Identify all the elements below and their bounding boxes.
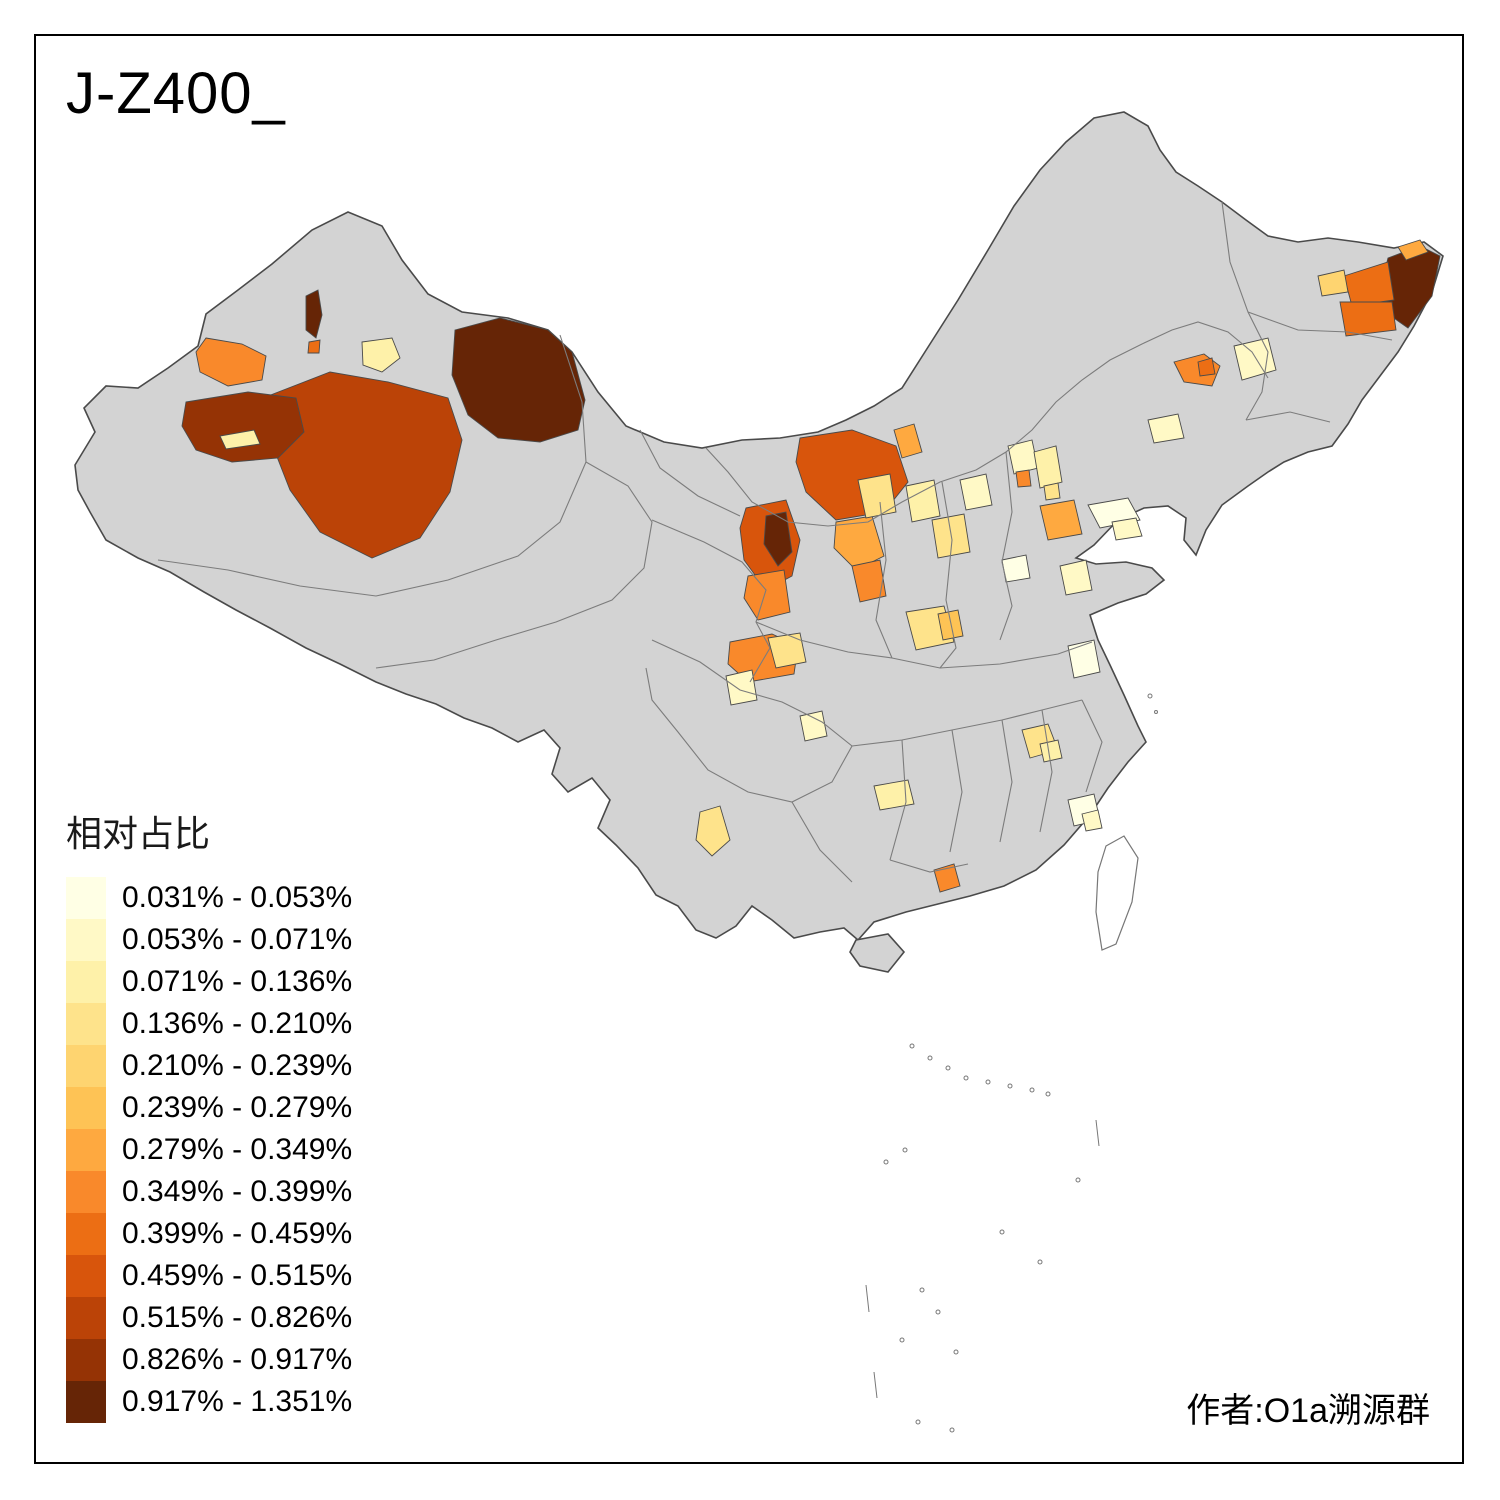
- region-patches: [181, 239, 1441, 893]
- legend-item: 0.917% - 1.351%: [66, 1381, 352, 1423]
- region-patch: [851, 559, 887, 603]
- region-patch: [307, 339, 321, 354]
- legend-item: 0.459% - 0.515%: [66, 1255, 352, 1297]
- legend-item: 0.826% - 0.917%: [66, 1339, 352, 1381]
- legend-label: 0.071% - 0.136%: [122, 965, 353, 998]
- hainan-island: [849, 933, 906, 973]
- legend-label: 0.459% - 0.515%: [122, 1259, 353, 1292]
- legend-swatch: [66, 1129, 106, 1171]
- legend-swatch: [66, 1087, 106, 1129]
- legend-swatch: [66, 919, 106, 961]
- legend-label: 0.917% - 1.351%: [122, 1385, 353, 1418]
- taiwan-island: [1095, 835, 1139, 951]
- page-title: J-Z400_: [66, 61, 286, 126]
- legend-item: 0.071% - 0.136%: [66, 961, 352, 1003]
- region-patch: [873, 779, 915, 811]
- legend-label: 0.399% - 0.459%: [122, 1217, 353, 1250]
- legend-item: 0.210% - 0.239%: [66, 1045, 352, 1087]
- region-patch: [767, 632, 807, 669]
- region-patch: [181, 391, 305, 463]
- legend-label: 0.031% - 0.053%: [122, 881, 353, 914]
- legend-swatch: [66, 1339, 106, 1381]
- legend-item: 0.399% - 0.459%: [66, 1213, 352, 1255]
- legend-swatch: [66, 1381, 106, 1423]
- legend-swatch: [66, 1255, 106, 1297]
- legend-swatch: [66, 1171, 106, 1213]
- region-patch: [1397, 239, 1429, 261]
- legend-swatch: [66, 1213, 106, 1255]
- region-patch: [1039, 739, 1063, 763]
- legend-swatch: [66, 1045, 106, 1087]
- province-borders: [157, 201, 1393, 883]
- legend-item: 0.279% - 0.349%: [66, 1129, 352, 1171]
- region-patch: [1043, 482, 1061, 501]
- attribution: 作者:O1a溯源群: [1186, 1392, 1430, 1430]
- region-patch: [937, 609, 964, 641]
- region-patch: [1007, 439, 1039, 475]
- legend-label: 0.515% - 0.826%: [122, 1301, 353, 1334]
- legend-item: 0.053% - 0.071%: [66, 919, 352, 961]
- region-patch: [743, 569, 791, 621]
- region-patch: [267, 371, 463, 559]
- region-patch: [1197, 357, 1216, 377]
- legend-item: 0.515% - 0.826%: [66, 1297, 352, 1339]
- region-patch: [1015, 469, 1032, 488]
- region-patch: [1059, 559, 1093, 596]
- region-patch: [1081, 809, 1103, 832]
- region-patch: [1039, 499, 1083, 541]
- legend-label: 0.826% - 0.917%: [122, 1343, 353, 1376]
- legend-item: 0.031% - 0.053%: [66, 877, 352, 919]
- region-patch: [959, 473, 993, 511]
- legend-label: 0.279% - 0.349%: [122, 1133, 353, 1166]
- legend-label: 0.136% - 0.210%: [122, 1007, 353, 1040]
- legend-rows: 0.031% - 0.053% 0.053% - 0.071% 0.071% - 0…: [66, 877, 352, 1423]
- region-patch: [1317, 269, 1349, 297]
- legend-item: 0.239% - 0.279%: [66, 1087, 352, 1129]
- region-patch: [933, 863, 961, 893]
- region-patch: [905, 479, 941, 523]
- south-china-sea-islands: [865, 693, 1158, 1433]
- region-patch: [763, 511, 793, 567]
- region-patch: [1111, 517, 1143, 541]
- legend-label: 0.053% - 0.071%: [122, 923, 353, 956]
- legend-swatch: [66, 1003, 106, 1045]
- legend-swatch: [66, 1297, 106, 1339]
- region-patch: [1067, 639, 1101, 679]
- region-patch: [695, 805, 731, 857]
- region-patch: [1033, 445, 1063, 489]
- region-patch: [219, 429, 261, 450]
- region-patch: [799, 710, 828, 742]
- region-patch: [1147, 413, 1185, 444]
- region-patch: [1343, 261, 1395, 307]
- region-patch: [1001, 554, 1031, 583]
- legend-label: 0.210% - 0.239%: [122, 1049, 353, 1082]
- region-patch: [451, 317, 586, 443]
- region-patch: [725, 669, 758, 706]
- region-patch: [857, 473, 897, 519]
- legend: 相对占比 0.031% - 0.053% 0.053% - 0.071% 0.071…: [66, 805, 352, 1423]
- region-patch: [195, 337, 267, 387]
- region-patch: [361, 337, 401, 373]
- legend-swatch: [66, 877, 106, 919]
- legend-label: 0.349% - 0.399%: [122, 1175, 353, 1208]
- legend-title: 相对占比: [66, 813, 211, 854]
- legend-swatch: [66, 961, 106, 1003]
- region-patch: [893, 423, 923, 459]
- region-patch: [305, 289, 323, 339]
- legend-label: 0.239% - 0.279%: [122, 1091, 353, 1124]
- legend-item: 0.136% - 0.210%: [66, 1003, 352, 1045]
- legend-item: 0.349% - 0.399%: [66, 1171, 352, 1213]
- region-patch: [1339, 301, 1397, 337]
